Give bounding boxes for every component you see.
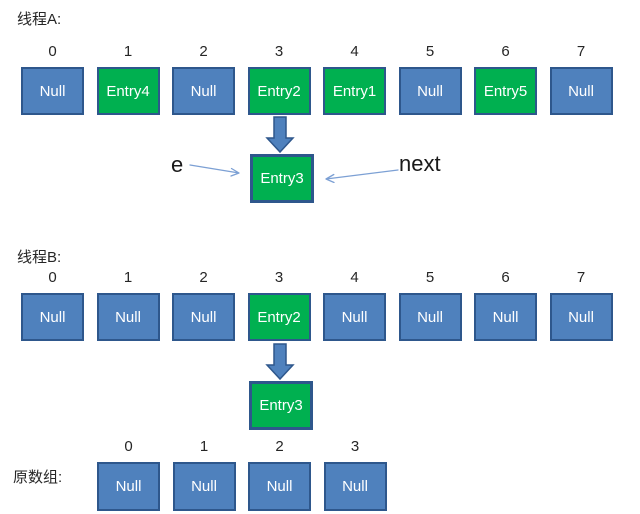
array-cell: 5 Null bbox=[398, 40, 462, 115]
array-cell: 7 Null bbox=[549, 266, 613, 341]
cell-box-null: Null bbox=[549, 67, 613, 115]
cell-index: 3 bbox=[274, 269, 284, 286]
thread-b-detached-entry3-box: Entry3 bbox=[249, 381, 313, 430]
array-cell: 1 Null bbox=[96, 266, 160, 341]
cell-box-null: Null bbox=[323, 462, 387, 511]
array-cell: 7 Null bbox=[549, 40, 613, 115]
cell-index: 6 bbox=[501, 269, 510, 286]
array-cell: 1 Entry4 bbox=[96, 40, 160, 115]
cell-index: 7 bbox=[576, 43, 586, 60]
cell-index: 6 bbox=[501, 43, 510, 60]
down-arrow-icon bbox=[265, 116, 295, 154]
original-array: 0 Null 1 Null 2 Null 3 Null bbox=[97, 435, 387, 511]
array-cell: 4 Entry1 bbox=[323, 40, 386, 115]
next-pointer-label: next bbox=[399, 151, 441, 176]
thread-b-array: 0 Null 1 Null 2 Null 3 Entry2 4 Null 5 Null 6 Null 7 Nu… bbox=[21, 266, 613, 341]
cell-box-null: Null bbox=[21, 67, 84, 115]
cell-box-null: Null bbox=[474, 293, 537, 341]
array-cell: 2 Null bbox=[172, 266, 235, 341]
cell-index: 1 bbox=[123, 269, 133, 286]
cell-box-null: Null bbox=[323, 293, 386, 341]
cell-index: 7 bbox=[576, 269, 586, 286]
array-cell: 0 Null bbox=[97, 435, 160, 511]
array-cell: 2 Null bbox=[172, 40, 235, 115]
array-cell: 3 Entry2 bbox=[247, 40, 311, 115]
thread-b-label: 线程B: bbox=[17, 249, 62, 266]
cell-index: 3 bbox=[350, 438, 360, 455]
array-cell: 4 Null bbox=[323, 266, 386, 341]
cell-index: 2 bbox=[199, 269, 208, 286]
cell-box-entry2: Entry2 bbox=[247, 293, 311, 341]
cell-box-null: Null bbox=[97, 462, 160, 511]
original-array-label: 原数组: bbox=[13, 469, 63, 486]
cell-index: 0 bbox=[48, 43, 57, 60]
cell-box-entry4: Entry4 bbox=[96, 67, 160, 115]
cell-box-null: Null bbox=[172, 462, 236, 511]
array-cell: 6 Entry5 bbox=[474, 40, 537, 115]
array-cell: 0 Null bbox=[21, 266, 84, 341]
e-pointer-label: e bbox=[171, 152, 184, 177]
array-cell: 1 Null bbox=[172, 435, 236, 511]
cell-box-null: Null bbox=[21, 293, 84, 341]
array-cell: 6 Null bbox=[474, 266, 537, 341]
cell-box-null: Null bbox=[398, 293, 462, 341]
array-cell: 2 Null bbox=[248, 435, 311, 511]
cell-box-null: Null bbox=[96, 293, 160, 341]
array-cell: 5 Null bbox=[398, 266, 462, 341]
thread-a-label: 线程A: bbox=[17, 11, 62, 28]
cell-index: 3 bbox=[274, 43, 284, 60]
cell-box-null: Null bbox=[549, 293, 613, 341]
thread-a-array: 0 Null 1 Entry4 2 Null 3 Entry2 4 Entry1 5 Null 6 Ent… bbox=[21, 40, 613, 115]
cell-index: 1 bbox=[123, 43, 133, 60]
down-arrow-icon bbox=[265, 343, 295, 381]
cell-index: 4 bbox=[350, 43, 359, 60]
cell-index: 0 bbox=[48, 269, 57, 286]
cell-index: 1 bbox=[199, 438, 209, 455]
cell-box-entry1: Entry1 bbox=[323, 67, 386, 115]
cell-box-entry2: Entry2 bbox=[247, 67, 311, 115]
cell-index: 5 bbox=[425, 43, 435, 60]
array-cell: 3 Null bbox=[323, 435, 387, 511]
cell-box-entry5: Entry5 bbox=[474, 67, 537, 115]
cell-box-null: Null bbox=[398, 67, 462, 115]
array-cell: 0 Null bbox=[21, 40, 84, 115]
cell-box-null: Null bbox=[172, 67, 235, 115]
cell-box-null: Null bbox=[248, 462, 311, 511]
thread-a-detached-entry3-box: Entry3 bbox=[250, 154, 314, 203]
next-pointer-arrow-icon bbox=[325, 169, 399, 183]
cell-box-null: Null bbox=[172, 293, 235, 341]
cell-index: 5 bbox=[425, 269, 435, 286]
cell-index: 2 bbox=[275, 438, 284, 455]
array-cell: 3 Entry2 bbox=[247, 266, 311, 341]
cell-index: 4 bbox=[350, 269, 359, 286]
cell-index: 2 bbox=[199, 43, 208, 60]
cell-index: 0 bbox=[124, 438, 133, 455]
e-pointer-arrow-icon bbox=[189, 164, 240, 177]
